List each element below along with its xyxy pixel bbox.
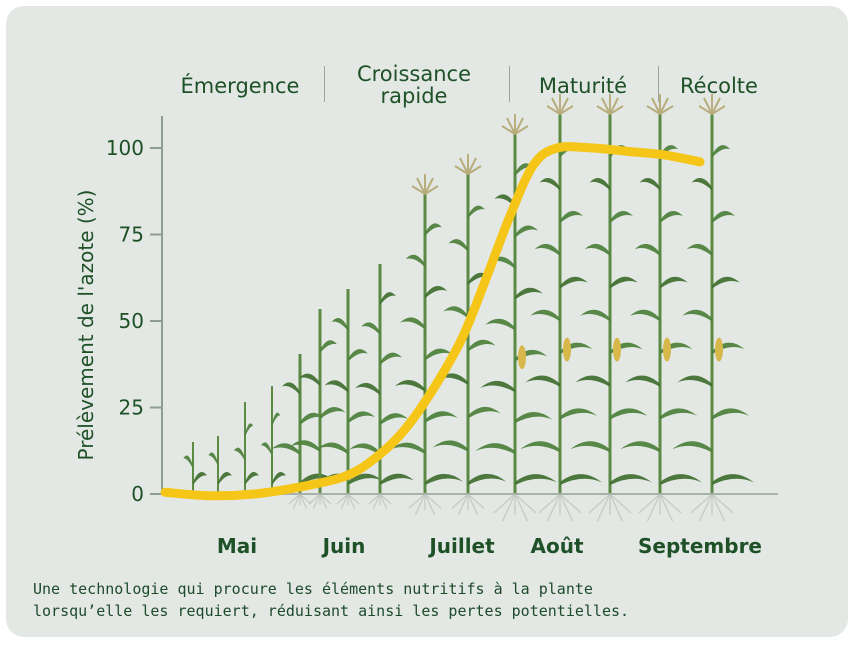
nitrogen-uptake-curve [160,142,705,501]
corn-plant [620,94,702,522]
corn-plant [432,154,506,516]
corn-plant [475,114,557,522]
month-label-juillet: Juillet [429,534,495,558]
corn-plant [520,94,602,522]
stage-label-emergence: Émergence [180,74,300,98]
corn-plant [208,436,232,494]
stage-label-croissance: Croissance rapide [356,62,472,108]
stage-separator [509,66,510,102]
y-tick-label: 25 [119,396,144,420]
y-ticks: 0 25 50 75 100 [106,136,162,506]
corn-plant [672,94,754,522]
corn-plant [183,442,207,494]
stage-label-recolte: Récolte [680,74,758,98]
stage-label-maturite: Maturité [538,74,628,98]
corn-plant [389,174,463,516]
month-label-septembre: Septembre [638,534,762,558]
y-tick-label: 0 [131,482,144,506]
corn-plant [233,402,259,494]
y-tick-label: 50 [119,309,144,333]
corn-plant [317,289,382,509]
stage-separator [324,66,325,102]
corn-plant [260,386,286,494]
y-tick-label: 100 [106,136,144,160]
stage-separator [658,66,659,102]
caption-text: Une technologie qui procure les éléments… [33,580,630,620]
corn-plant [570,94,652,522]
month-label-mai: Mai [216,534,258,558]
month-label-juin: Juin [322,534,366,558]
y-tick-label: 75 [119,223,144,247]
corn-plants [183,94,754,522]
month-label-aout: Août [530,534,584,558]
